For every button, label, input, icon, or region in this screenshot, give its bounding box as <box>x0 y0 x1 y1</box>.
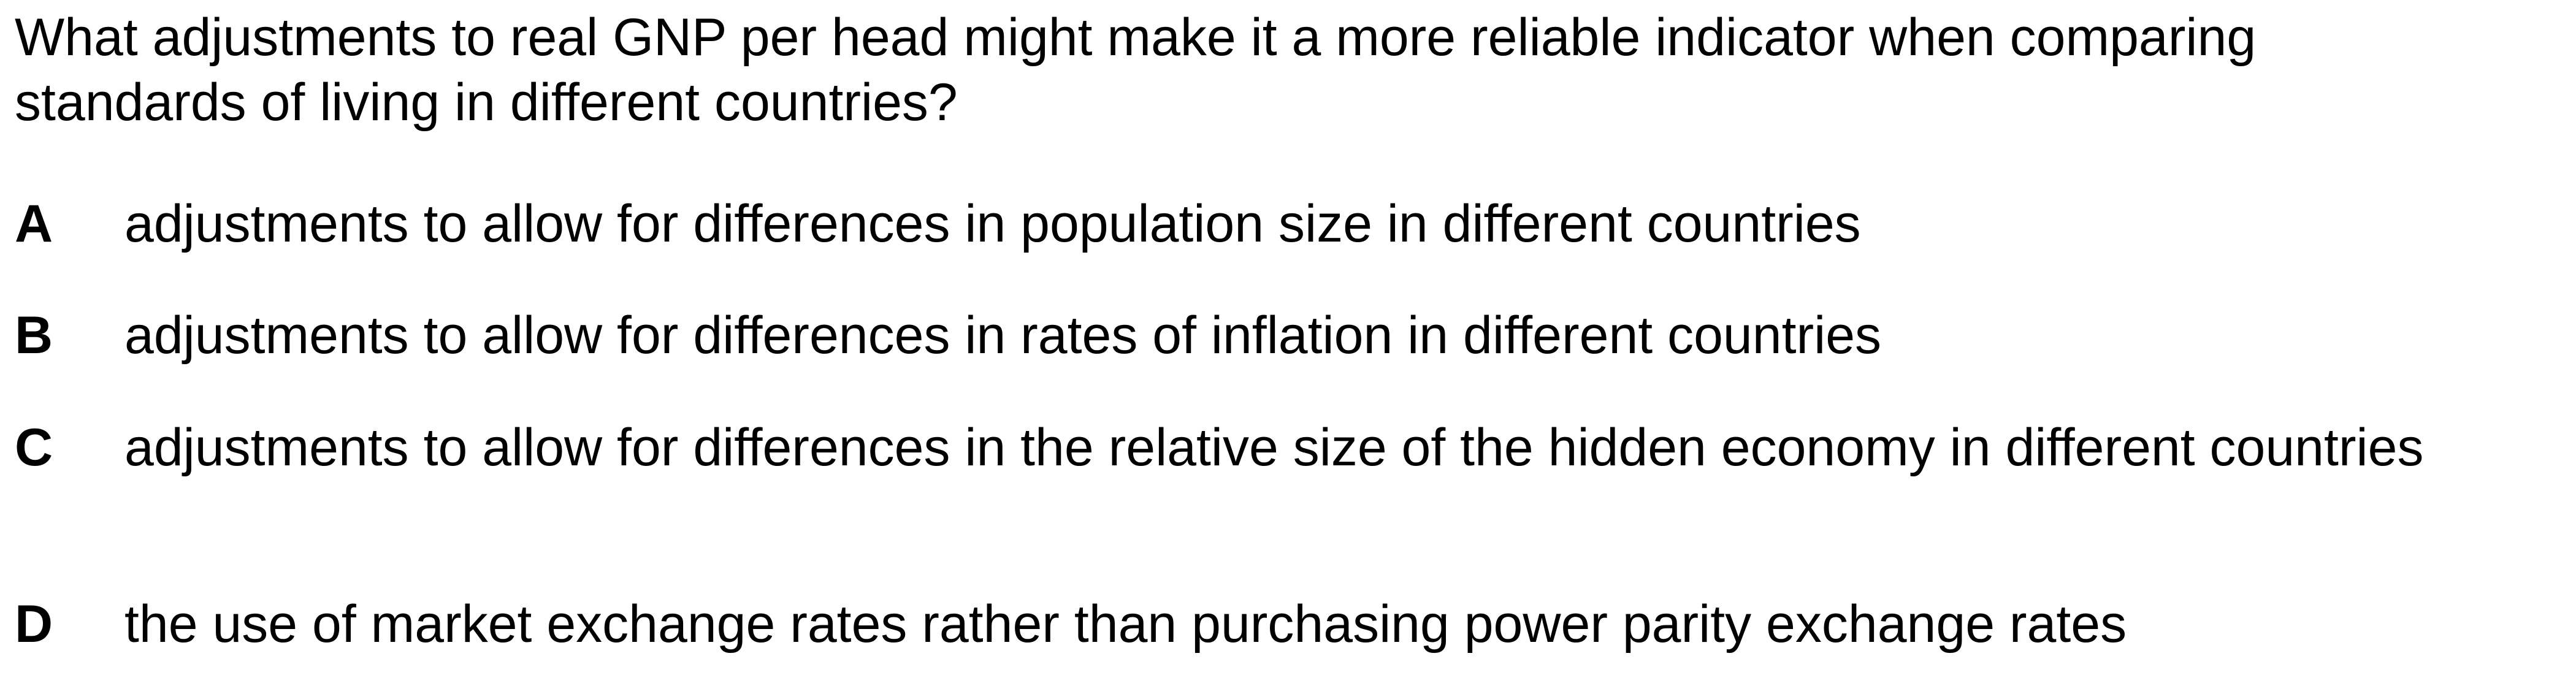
option-text: the use of market exchange rates rather … <box>124 595 2127 654</box>
option-text: adjustments to allow for differences in … <box>124 194 1861 253</box>
option-letter: D <box>15 595 53 654</box>
option-letter: B <box>15 306 53 365</box>
option-text: adjustments to allow for differences in … <box>124 306 1882 365</box>
question-stem: What adjustments to real GNP per head mi… <box>15 8 2257 132</box>
option-text: adjustments to allow for differences in … <box>124 418 2424 477</box>
option-letter: A <box>15 194 53 253</box>
option-letter: C <box>15 418 53 477</box>
